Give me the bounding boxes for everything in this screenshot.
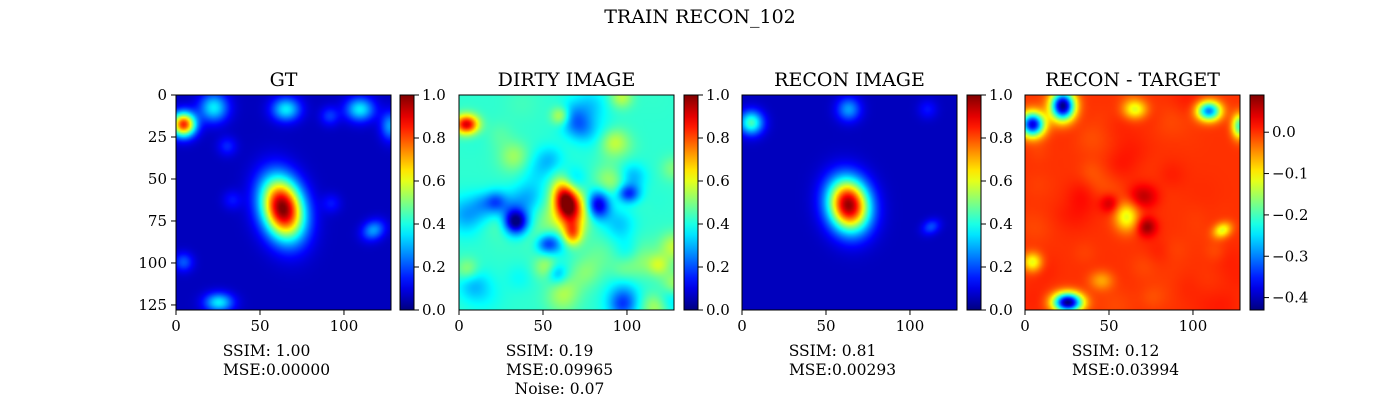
colorbar-tick-label: 1.0 — [706, 86, 730, 104]
colorbar — [1249, 94, 1265, 311]
heatmap-image — [742, 95, 957, 310]
x-tick-label: 0 — [737, 317, 747, 335]
colorbar-tick-label: 0.4 — [422, 215, 446, 233]
y-tick-label: 0 — [157, 86, 167, 104]
x-tick-label: 50 — [533, 317, 552, 335]
colorbar-tick-label: 0.6 — [989, 172, 1013, 190]
heatmap-image — [1025, 95, 1240, 310]
colorbar-tick-label: 0.2 — [989, 258, 1013, 276]
colorbar-tick-label: 0.2 — [422, 258, 446, 276]
x-tick-label: 0 — [171, 317, 181, 335]
colorbar-tick-label: 1.0 — [989, 86, 1013, 104]
x-tick-label: 50 — [250, 317, 269, 335]
y-tick-label: 125 — [138, 296, 167, 314]
colorbar-tick-label: −0.2 — [1272, 206, 1308, 224]
colorbar-tick-label: 0.0 — [706, 301, 730, 319]
x-tick-label: 100 — [613, 317, 642, 335]
panel-title: RECON IMAGE — [774, 69, 925, 91]
colorbar-tick-label: 0.4 — [989, 215, 1013, 233]
metric-caption: MSE:0.00000 — [223, 361, 330, 379]
colorbar-tick-label: 0.0 — [989, 301, 1013, 319]
panel-4: RECON - TARGET 0 50 100 −0.4 −0.3 −0.2 −0.1 0.0 S… — [1020, 69, 1308, 379]
x-tick-label: 0 — [1020, 317, 1030, 335]
colorbar-tick-label: 0.8 — [422, 129, 446, 147]
panels: GT 0 50 100 0 25 50 75 100 125 0.0 0.2 0.4 0.6 0.8 1.0 S… — [138, 69, 1308, 398]
heatmap-image — [459, 95, 674, 310]
metric-caption: SSIM: 0.19 — [506, 342, 594, 360]
plot-frame — [1024, 94, 1241, 311]
x-tick-label: 0 — [454, 317, 464, 335]
panel-title: GT — [270, 69, 298, 91]
metric-caption: MSE:0.09965 — [506, 361, 613, 379]
panel-3: RECON IMAGE 0 50 100 0.0 0.2 0.4 0.6 0.8 1.0 SSIM:… — [737, 69, 1013, 379]
x-tick-label: 50 — [816, 317, 835, 335]
colorbar-tick-label: 0.2 — [706, 258, 730, 276]
plot-frame — [175, 94, 392, 311]
figure-title: TRAIN RECON_102 — [604, 6, 796, 28]
colorbar-tick-label: −0.1 — [1272, 165, 1308, 183]
colorbar — [683, 94, 699, 311]
colorbar-tick-label: 0.0 — [422, 301, 446, 319]
x-tick-label: 50 — [1099, 317, 1118, 335]
metric-caption: SSIM: 0.81 — [789, 342, 877, 360]
y-tick-label: 50 — [148, 170, 167, 188]
metric-caption: SSIM: 1.00 — [223, 342, 311, 360]
x-tick-label: 100 — [330, 317, 359, 335]
metric-caption: MSE:0.00293 — [789, 361, 896, 379]
colorbar-tick-label: 0.0 — [1272, 123, 1296, 141]
colorbar — [966, 94, 982, 311]
metric-caption: Noise: 0.07 — [515, 380, 605, 398]
colorbar-tick-label: 0.8 — [989, 129, 1013, 147]
x-tick-label: 100 — [896, 317, 925, 335]
metric-caption: SSIM: 0.12 — [1072, 342, 1160, 360]
panel-title: DIRTY IMAGE — [498, 69, 636, 91]
colorbar — [399, 94, 415, 311]
colorbar-tick-label: 0.8 — [706, 129, 730, 147]
colorbar-tick-label: 1.0 — [422, 86, 446, 104]
colorbar-tick-label: 0.6 — [422, 172, 446, 190]
colorbar-tick-label: 0.6 — [706, 172, 730, 190]
colorbar-tick-label: 0.4 — [706, 215, 730, 233]
panel-2: DIRTY IMAGE 0 50 100 0.0 0.2 0.4 0.6 0.8 1.0 SSIM:… — [454, 69, 730, 398]
colorbar-tick-label: −0.3 — [1272, 247, 1308, 265]
y-tick-label: 100 — [138, 254, 167, 272]
plot-frame — [741, 94, 958, 311]
x-tick-label: 100 — [1179, 317, 1208, 335]
panel-title: RECON - TARGET — [1045, 69, 1220, 91]
panel-1: GT 0 50 100 0 25 50 75 100 125 0.0 0.2 0.4 0.6 0.8 1.0 S… — [138, 69, 446, 379]
plot-frame — [458, 94, 675, 311]
metric-caption: MSE:0.03994 — [1072, 361, 1179, 379]
colorbar-tick-label: −0.4 — [1272, 289, 1308, 307]
y-tick-label: 75 — [148, 212, 167, 230]
y-tick-label: 25 — [148, 128, 167, 146]
heatmap-image — [176, 95, 391, 310]
